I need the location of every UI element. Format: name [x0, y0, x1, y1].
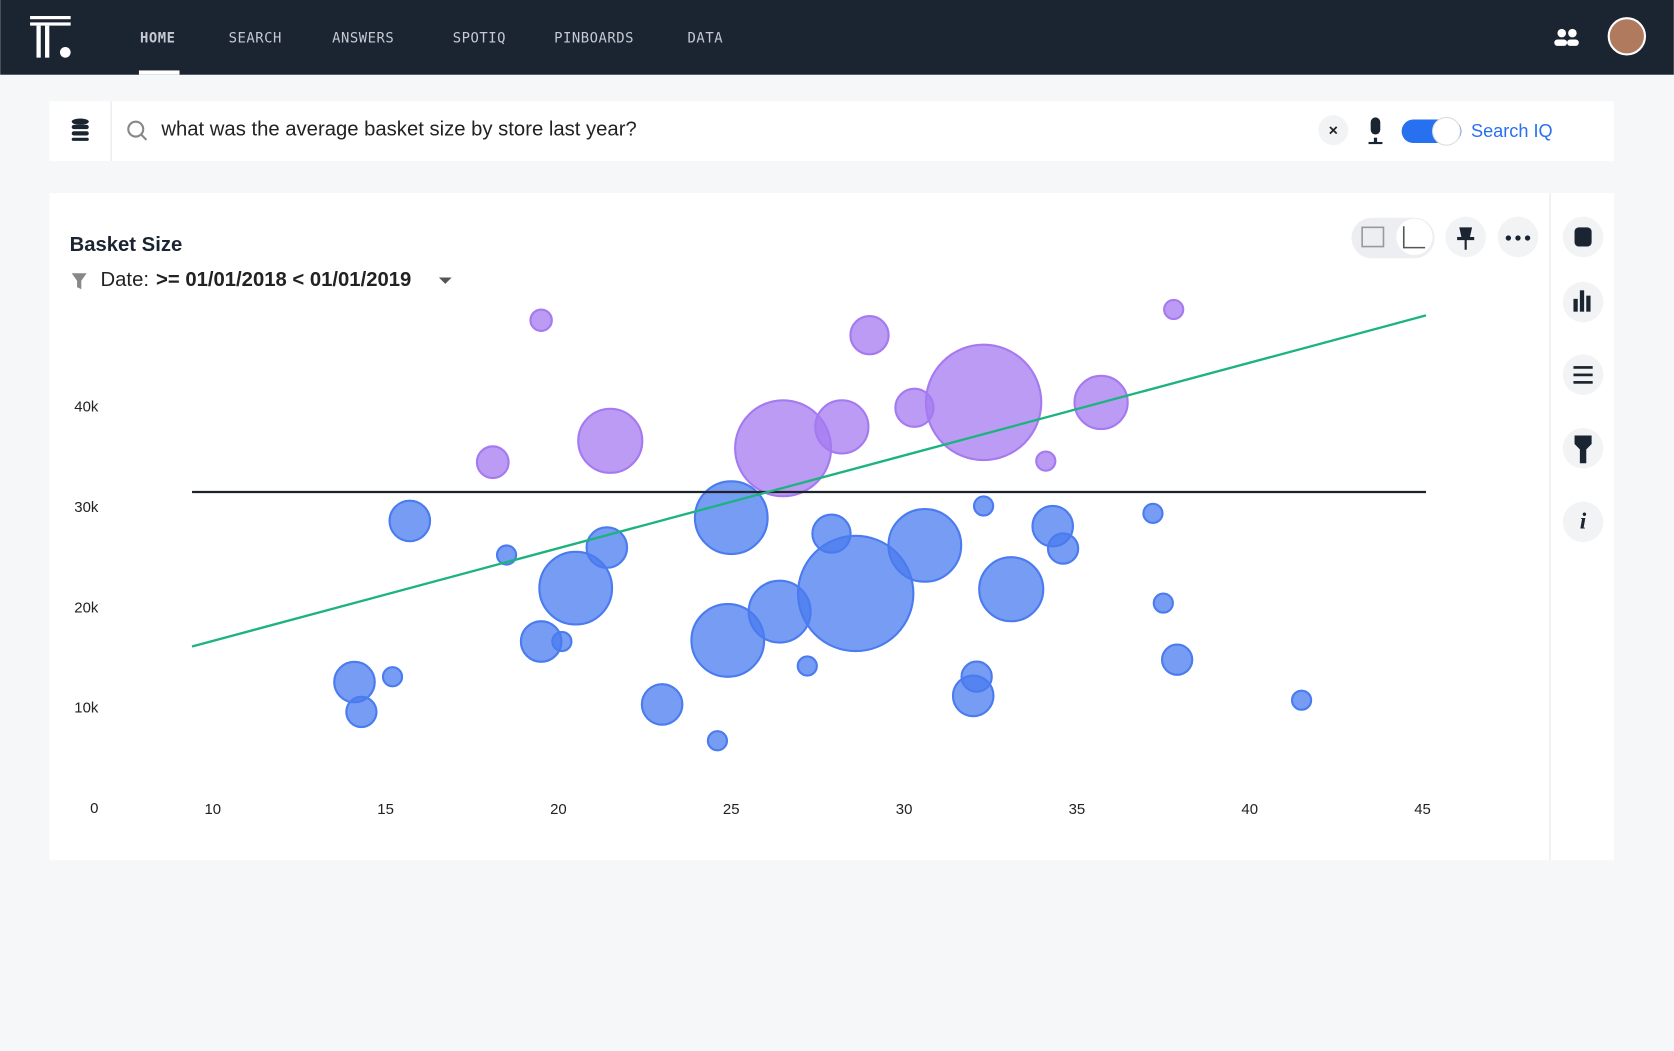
- search-icon: [140, 133, 148, 141]
- bubble: [734, 399, 833, 498]
- bubble: [333, 660, 376, 704]
- people-icon[interactable]: [1554, 28, 1579, 46]
- bubble: [1046, 532, 1080, 565]
- bubble: [577, 407, 644, 474]
- table-view-button[interactable]: [1361, 226, 1385, 248]
- bubble: [475, 445, 510, 480]
- search-bar: [49, 101, 1615, 162]
- filter-value[interactable]: >= 01/01/2018 < 01/01/2019: [156, 269, 411, 291]
- search-query[interactable]: what was the average basket size by stor…: [160, 119, 636, 141]
- bubble: [814, 399, 870, 455]
- bubble: [1152, 592, 1174, 614]
- y-tick-label: 40k: [74, 399, 99, 416]
- y-tick-label: 20k: [74, 599, 99, 616]
- y-tick-label: 10k: [74, 700, 99, 717]
- pin-icon: [1457, 227, 1475, 250]
- data-source-icon[interactable]: [71, 118, 89, 141]
- x-tick-label: 25: [723, 801, 740, 818]
- toggle-label[interactable]: Search IQ: [1471, 121, 1553, 141]
- bubble: [538, 550, 614, 626]
- plot: 0 10k 20k 30k 40k 10 15 20 25 30 35 40 45: [74, 298, 1431, 818]
- x-tick-label: 40: [1241, 801, 1258, 818]
- bubble: [551, 630, 573, 653]
- side-panel: i: [1562, 216, 1604, 543]
- nav-item[interactable]: DATA: [688, 30, 724, 46]
- x-tick-label: 15: [377, 801, 394, 818]
- bubble: [640, 683, 684, 726]
- nav-item[interactable]: PINBOARDS: [554, 30, 634, 46]
- bubble: [690, 602, 766, 678]
- filter-label: Date:: [101, 269, 149, 291]
- bubble: [972, 495, 995, 517]
- chart-title: Basket Size: [70, 234, 183, 256]
- y-tick-label: 0: [90, 800, 98, 817]
- bubble: [1160, 643, 1194, 676]
- toggle-knob: [1432, 116, 1461, 146]
- clear-button[interactable]: [1318, 115, 1349, 146]
- more-icon: [1505, 235, 1531, 241]
- mic-icon[interactable]: [1368, 117, 1383, 145]
- bubble: [1290, 689, 1313, 711]
- chart-view-button[interactable]: [1396, 218, 1433, 256]
- nav-item[interactable]: HOME: [140, 30, 176, 46]
- chart-icon: [1402, 226, 1426, 249]
- bubble: [345, 695, 378, 729]
- x-tick-label: 45: [1414, 801, 1431, 818]
- bubble: [1035, 450, 1057, 472]
- bubble: [1142, 502, 1164, 524]
- top-bar: [0, 0, 1674, 75]
- y-tick-label: 30k: [74, 499, 99, 516]
- svg-text:i: i: [1580, 508, 1587, 534]
- bubble: [796, 655, 818, 677]
- bubble: [978, 556, 1045, 623]
- bubble: [693, 480, 769, 556]
- search-icon: [127, 120, 145, 138]
- nav-item[interactable]: SPOTIQ: [453, 30, 506, 46]
- nav-item[interactable]: ANSWERS: [332, 30, 394, 46]
- x-tick-label: 10: [204, 801, 221, 818]
- bubble: [706, 730, 729, 752]
- x-tick-label: 30: [896, 801, 913, 818]
- bubble: [849, 315, 890, 356]
- bubble: [951, 674, 995, 718]
- bubble: [388, 499, 432, 543]
- x-tick-label: 35: [1069, 801, 1086, 818]
- bubble: [529, 308, 553, 332]
- bubble: [924, 343, 1043, 462]
- bubble: [1163, 298, 1185, 321]
- side-button[interactable]: [1562, 501, 1604, 543]
- filter-icon: [71, 273, 87, 290]
- clear-icon: ×: [1329, 123, 1338, 140]
- nav-active-indicator: [138, 70, 180, 75]
- bubble: [796, 534, 915, 653]
- logo[interactable]: [30, 16, 71, 58]
- reference-line: [191, 314, 1427, 648]
- nav-item[interactable]: SEARCH: [229, 30, 282, 46]
- avatar[interactable]: [1607, 17, 1647, 56]
- x-tick-label: 20: [550, 801, 567, 818]
- filter-dropdown[interactable]: [438, 277, 452, 284]
- bubble: [381, 666, 404, 688]
